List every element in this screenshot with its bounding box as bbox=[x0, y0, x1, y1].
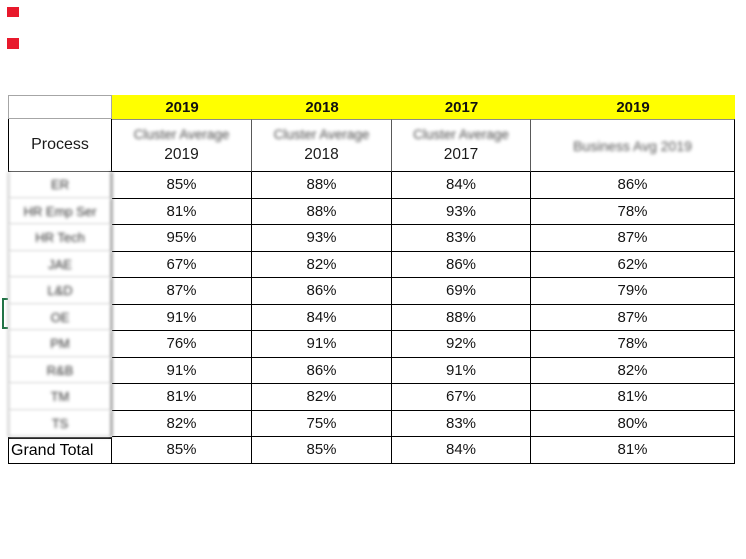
process-header-cell[interactable]: Process bbox=[8, 119, 112, 172]
value-cell[interactable]: 82% bbox=[252, 251, 392, 278]
value-cell[interactable]: 93% bbox=[252, 225, 392, 252]
value-cell[interactable]: 86% bbox=[392, 251, 531, 278]
value-cell[interactable]: 86% bbox=[531, 172, 735, 199]
column-header-cluster-average-2019[interactable]: Cluster Average 2019 bbox=[112, 119, 252, 172]
column-header-blurred-label: Business Avg 2019 bbox=[573, 137, 692, 154]
value-cell[interactable]: 80% bbox=[531, 410, 735, 437]
year-header-2017-cluster[interactable]: 2017 bbox=[392, 95, 531, 119]
value-cell[interactable]: 76% bbox=[112, 331, 252, 358]
value-cell[interactable]: 81% bbox=[112, 198, 252, 225]
value-cell[interactable]: 82% bbox=[112, 410, 252, 437]
value-cell[interactable]: 83% bbox=[392, 225, 531, 252]
value-cell[interactable]: 93% bbox=[392, 198, 531, 225]
value-cell[interactable]: 84% bbox=[392, 437, 531, 464]
column-header-year-label: 2017 bbox=[443, 146, 479, 164]
value-cell[interactable]: 62% bbox=[531, 251, 735, 278]
row-label[interactable]: R&B bbox=[8, 357, 112, 384]
value-cell[interactable]: 78% bbox=[531, 331, 735, 358]
value-cell[interactable]: 67% bbox=[112, 251, 252, 278]
value-cell[interactable]: 69% bbox=[392, 278, 531, 305]
value-cell[interactable]: 82% bbox=[252, 384, 392, 411]
year-header-2018-cluster[interactable]: 2018 bbox=[252, 95, 392, 119]
value-cell[interactable]: 87% bbox=[112, 278, 252, 305]
column-header-blurred-label: Cluster Average bbox=[133, 126, 230, 142]
red-marker-icon bbox=[7, 7, 19, 17]
row-label-grand-total[interactable]: Grand Total bbox=[8, 437, 112, 464]
value-cell[interactable]: 83% bbox=[392, 410, 531, 437]
column-header-cluster-average-2018[interactable]: Cluster Average 2018 bbox=[252, 119, 392, 172]
column-header-year-label: 2019 bbox=[164, 146, 199, 164]
row-label[interactable]: HR Emp Ser bbox=[8, 198, 112, 225]
value-cell[interactable]: 79% bbox=[531, 278, 735, 305]
row-label[interactable]: PM bbox=[8, 331, 112, 358]
column-header-cluster-average-2017[interactable]: Cluster Average 2017 bbox=[392, 119, 531, 172]
data-table: 2019 2018 2017 2019 Process Cluster Aver… bbox=[8, 95, 735, 464]
value-cell[interactable]: 88% bbox=[252, 198, 392, 225]
column-header-blurred-label: Cluster Average bbox=[273, 126, 370, 142]
year-header-2019-business[interactable]: 2019 bbox=[531, 95, 735, 119]
year-header-2019-cluster[interactable]: 2019 bbox=[112, 95, 252, 119]
value-cell[interactable]: 91% bbox=[252, 331, 392, 358]
value-cell[interactable]: 84% bbox=[252, 304, 392, 331]
column-header-business-avg-2019[interactable]: Business Avg 2019 bbox=[531, 119, 735, 172]
column-header-year-label: 2018 bbox=[304, 146, 339, 164]
column-header-blurred-label: Cluster Average bbox=[413, 126, 509, 142]
row-label[interactable]: TM bbox=[8, 384, 112, 411]
value-cell[interactable]: 81% bbox=[531, 437, 735, 464]
value-cell[interactable]: 85% bbox=[112, 437, 252, 464]
value-cell[interactable]: 91% bbox=[392, 357, 531, 384]
value-cell[interactable]: 84% bbox=[392, 172, 531, 199]
row-label[interactable]: HR Tech bbox=[8, 225, 112, 252]
row-label[interactable]: JAE bbox=[8, 251, 112, 278]
value-cell[interactable]: 81% bbox=[531, 384, 735, 411]
value-cell[interactable]: 87% bbox=[531, 304, 735, 331]
value-cell[interactable]: 88% bbox=[392, 304, 531, 331]
value-cell[interactable]: 78% bbox=[531, 198, 735, 225]
value-cell[interactable]: 91% bbox=[112, 304, 252, 331]
row-label[interactable]: TS bbox=[8, 410, 112, 437]
value-cell[interactable]: 92% bbox=[392, 331, 531, 358]
value-cell[interactable]: 85% bbox=[112, 172, 252, 199]
value-cell[interactable]: 85% bbox=[252, 437, 392, 464]
value-cell[interactable]: 86% bbox=[252, 278, 392, 305]
red-marker-icon bbox=[7, 38, 19, 49]
row-label[interactable]: L&D bbox=[8, 278, 112, 305]
green-selection-bracket-icon bbox=[2, 298, 8, 329]
value-cell[interactable]: 67% bbox=[392, 384, 531, 411]
corner-cell[interactable] bbox=[8, 95, 112, 119]
value-cell[interactable]: 91% bbox=[112, 357, 252, 384]
value-cell[interactable]: 88% bbox=[252, 172, 392, 199]
value-cell[interactable]: 75% bbox=[252, 410, 392, 437]
value-cell[interactable]: 95% bbox=[112, 225, 252, 252]
value-cell[interactable]: 87% bbox=[531, 225, 735, 252]
row-label[interactable]: OE bbox=[8, 304, 112, 331]
value-cell[interactable]: 81% bbox=[112, 384, 252, 411]
value-cell[interactable]: 82% bbox=[531, 357, 735, 384]
value-cell[interactable]: 86% bbox=[252, 357, 392, 384]
row-label[interactable]: ER bbox=[8, 172, 112, 199]
